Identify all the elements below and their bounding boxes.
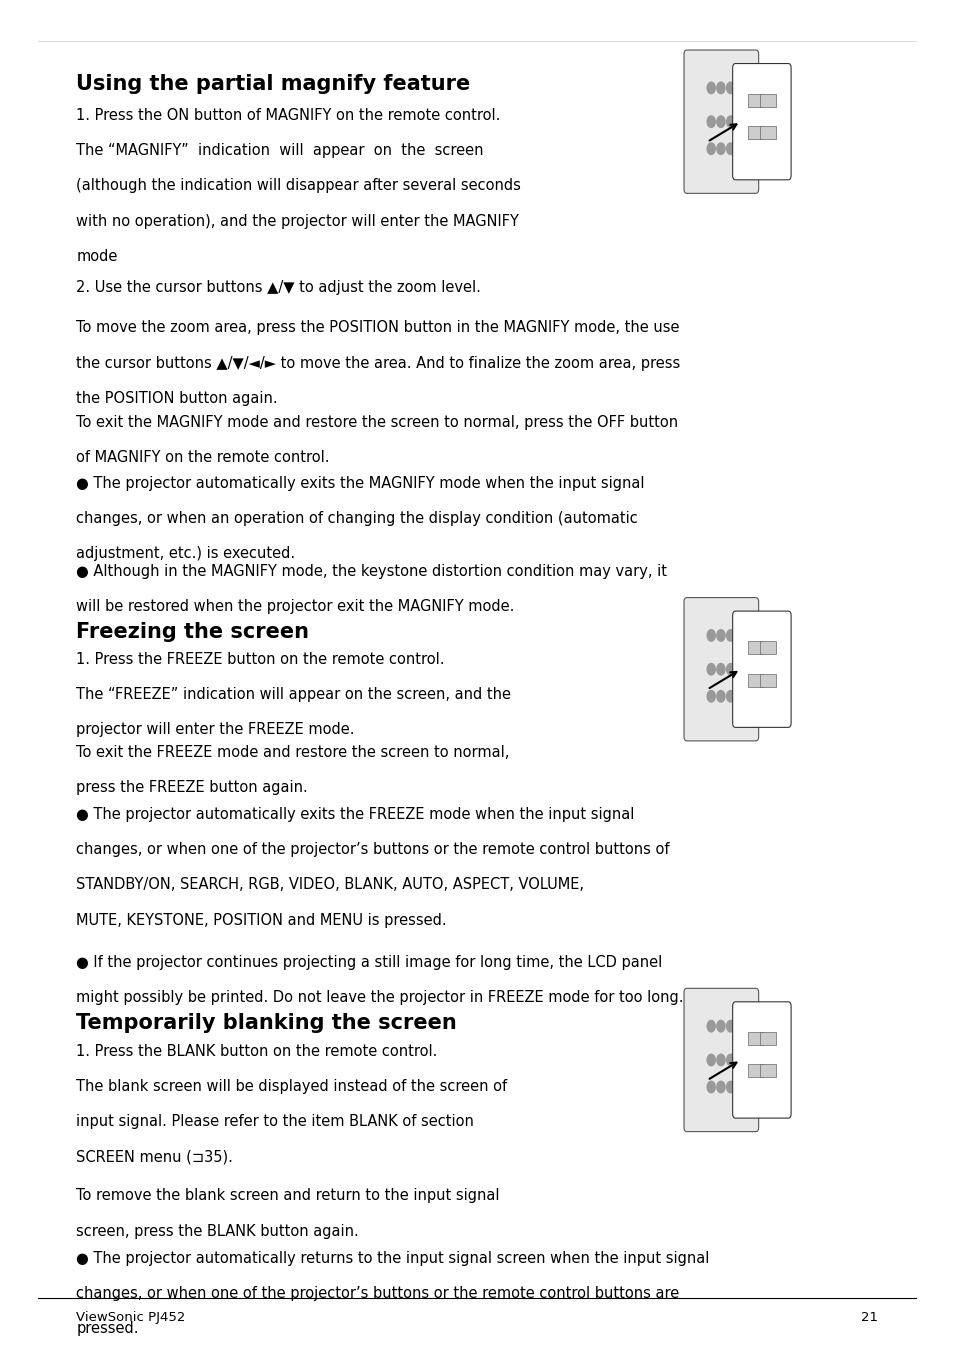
Circle shape — [716, 1055, 724, 1065]
Bar — [747, 93, 762, 107]
Text: SCREEN menu (⊐35).: SCREEN menu (⊐35). — [76, 1149, 233, 1164]
Text: To move the zoom area, press the POSITION button in the MAGNIFY mode, the use: To move the zoom area, press the POSITIO… — [76, 320, 679, 335]
Text: will be restored when the projector exit the MAGNIFY mode.: will be restored when the projector exit… — [76, 599, 515, 614]
Circle shape — [726, 82, 734, 93]
Text: pressed.: pressed. — [76, 1321, 139, 1336]
Text: adjustment, etc.) is executed.: adjustment, etc.) is executed. — [76, 546, 295, 561]
Circle shape — [706, 1055, 715, 1065]
Circle shape — [726, 1082, 734, 1092]
Text: might possibly be printed. Do not leave the projector in FREEZE mode for too lon: might possibly be printed. Do not leave … — [76, 990, 683, 1005]
Text: 1. Press the ON button of MAGNIFY on the remote control.: 1. Press the ON button of MAGNIFY on the… — [76, 108, 500, 123]
Circle shape — [726, 691, 734, 702]
Bar — [760, 1064, 776, 1078]
Text: input signal. Please refer to the item BLANK of section: input signal. Please refer to the item B… — [76, 1114, 474, 1129]
Circle shape — [716, 82, 724, 93]
FancyBboxPatch shape — [683, 988, 758, 1132]
Bar — [747, 1064, 762, 1078]
Circle shape — [726, 1055, 734, 1065]
FancyBboxPatch shape — [683, 50, 758, 193]
Circle shape — [706, 1021, 715, 1032]
Bar — [747, 1032, 762, 1045]
Bar — [747, 641, 762, 654]
Circle shape — [726, 1021, 734, 1032]
Text: Freezing the screen: Freezing the screen — [76, 622, 309, 642]
Text: STANDBY/ON, SEARCH, RGB, VIDEO, BLANK, AUTO, ASPECT, VOLUME,: STANDBY/ON, SEARCH, RGB, VIDEO, BLANK, A… — [76, 877, 583, 892]
Text: Temporarily blanking the screen: Temporarily blanking the screen — [76, 1013, 456, 1033]
Text: ● If the projector continues projecting a still image for long time, the LCD pan: ● If the projector continues projecting … — [76, 955, 662, 969]
Text: To remove the blank screen and return to the input signal: To remove the blank screen and return to… — [76, 1188, 499, 1203]
Circle shape — [726, 664, 734, 675]
Text: changes, or when an operation of changing the display condition (automatic: changes, or when an operation of changin… — [76, 511, 638, 526]
Circle shape — [716, 691, 724, 702]
Circle shape — [726, 143, 734, 154]
FancyBboxPatch shape — [732, 64, 790, 180]
Text: ● The projector automatically returns to the input signal screen when the input : ● The projector automatically returns to… — [76, 1251, 709, 1265]
Circle shape — [716, 664, 724, 675]
Text: MUTE, KEYSTONE, POSITION and MENU is pressed.: MUTE, KEYSTONE, POSITION and MENU is pre… — [76, 913, 446, 927]
Text: ● The projector automatically exits the FREEZE mode when the input signal: ● The projector automatically exits the … — [76, 807, 634, 822]
Bar — [747, 126, 762, 139]
Text: (although the indication will disappear after several seconds: (although the indication will disappear … — [76, 178, 520, 193]
Text: ● Although in the MAGNIFY mode, the keystone distortion condition may vary, it: ● Although in the MAGNIFY mode, the keys… — [76, 564, 666, 579]
Circle shape — [716, 143, 724, 154]
Circle shape — [726, 630, 734, 641]
Bar — [760, 93, 776, 107]
FancyBboxPatch shape — [683, 598, 758, 741]
Text: To exit the FREEZE mode and restore the screen to normal,: To exit the FREEZE mode and restore the … — [76, 745, 509, 760]
Text: projector will enter the FREEZE mode.: projector will enter the FREEZE mode. — [76, 722, 355, 737]
Text: 1. Press the BLANK button on the remote control.: 1. Press the BLANK button on the remote … — [76, 1044, 437, 1059]
Text: The “FREEZE” indication will appear on the screen, and the: The “FREEZE” indication will appear on t… — [76, 687, 511, 702]
Circle shape — [716, 1021, 724, 1032]
Bar — [760, 126, 776, 139]
Bar — [760, 673, 776, 687]
Text: 21: 21 — [860, 1311, 877, 1325]
Text: mode: mode — [76, 249, 117, 264]
Text: of MAGNIFY on the remote control.: of MAGNIFY on the remote control. — [76, 450, 330, 465]
Circle shape — [706, 143, 715, 154]
FancyBboxPatch shape — [732, 611, 790, 727]
Text: changes, or when one of the projector’s buttons or the remote control buttons of: changes, or when one of the projector’s … — [76, 842, 669, 857]
Circle shape — [706, 691, 715, 702]
Circle shape — [716, 630, 724, 641]
Circle shape — [706, 116, 715, 127]
Circle shape — [726, 116, 734, 127]
Text: screen, press the BLANK button again.: screen, press the BLANK button again. — [76, 1224, 358, 1238]
Text: The blank screen will be displayed instead of the screen of: The blank screen will be displayed inste… — [76, 1079, 507, 1094]
Text: To exit the MAGNIFY mode and restore the screen to normal, press the OFF button: To exit the MAGNIFY mode and restore the… — [76, 415, 678, 430]
Bar — [760, 641, 776, 654]
Circle shape — [716, 1082, 724, 1092]
Text: ● The projector automatically exits the MAGNIFY mode when the input signal: ● The projector automatically exits the … — [76, 476, 644, 491]
Circle shape — [706, 630, 715, 641]
Bar — [760, 1032, 776, 1045]
Text: the cursor buttons ▲/▼/◄/► to move the area. And to finalize the zoom area, pres: the cursor buttons ▲/▼/◄/► to move the a… — [76, 356, 679, 370]
Text: changes, or when one of the projector’s buttons or the remote control buttons ar: changes, or when one of the projector’s … — [76, 1286, 679, 1301]
Bar — [747, 673, 762, 687]
Text: with no operation), and the projector will enter the MAGNIFY: with no operation), and the projector wi… — [76, 214, 518, 228]
Text: ViewSonic PJ452: ViewSonic PJ452 — [76, 1311, 186, 1325]
Circle shape — [716, 116, 724, 127]
Circle shape — [706, 82, 715, 93]
Text: the POSITION button again.: the POSITION button again. — [76, 391, 277, 406]
Text: Using the partial magnify feature: Using the partial magnify feature — [76, 74, 470, 95]
Text: The “MAGNIFY”  indication  will  appear  on  the  screen: The “MAGNIFY” indication will appear on … — [76, 143, 483, 158]
Circle shape — [706, 664, 715, 675]
Text: 2. Use the cursor buttons ▲/▼ to adjust the zoom level.: 2. Use the cursor buttons ▲/▼ to adjust … — [76, 280, 480, 295]
Text: press the FREEZE button again.: press the FREEZE button again. — [76, 780, 308, 795]
Text: 1. Press the FREEZE button on the remote control.: 1. Press the FREEZE button on the remote… — [76, 652, 444, 667]
Circle shape — [706, 1082, 715, 1092]
FancyBboxPatch shape — [732, 1002, 790, 1118]
